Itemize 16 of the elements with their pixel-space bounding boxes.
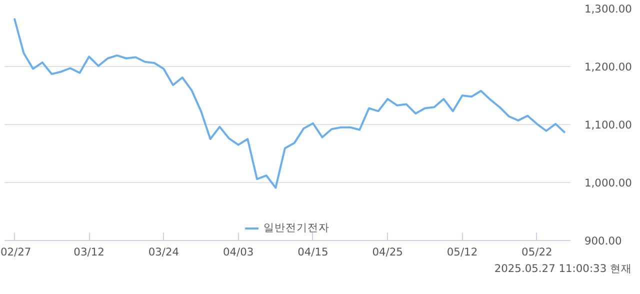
legend-label: 일반전기전자 bbox=[264, 221, 330, 235]
y-tick-label: 1,200.00 bbox=[584, 60, 632, 74]
x-tick-label: 04/15 bbox=[298, 246, 328, 258]
text: 2025.05.27 11:00:33 현재 bbox=[494, 261, 632, 276]
y-tick-label: 900.00 bbox=[584, 234, 622, 248]
x-tick-label: 04/03 bbox=[222, 246, 254, 258]
y-tick-label: 1,000.00 bbox=[584, 176, 632, 190]
x-tick-label: 02/27 bbox=[0, 246, 32, 258]
x-tick-label: 03/12 bbox=[74, 246, 104, 258]
x-tick-label: 05/12 bbox=[446, 246, 478, 258]
x-tick-label: 05/22 bbox=[522, 246, 552, 258]
x-tick-label: 04/25 bbox=[372, 246, 403, 258]
x-tick-label: 03/24 bbox=[148, 246, 180, 258]
y-tick-label: 1,300.00 bbox=[584, 2, 632, 16]
line-series bbox=[13, 17, 566, 189]
y-tick-label: 1,100.00 bbox=[584, 118, 632, 132]
